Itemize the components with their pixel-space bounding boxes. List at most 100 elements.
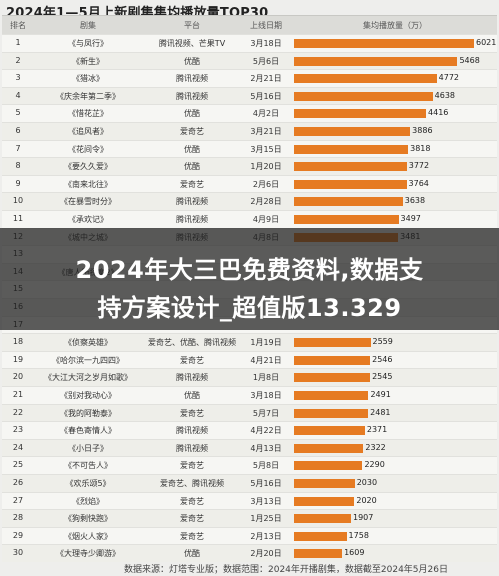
date-cell: 1月20日 [250,162,282,172]
value-bar [294,443,364,453]
value-bar [294,197,403,207]
value-label: 2371 [366,425,388,435]
table-row: 5 《惜花芷》 优酷 4月2日 4416 [2,104,497,122]
value-label: 2322 [365,442,386,452]
rank-cell: 7 [15,143,21,153]
rank-cell: 8 [15,161,21,171]
value-bar [294,373,371,383]
value-bar [294,144,409,154]
date-cell: 5月8日 [252,461,280,471]
value-label: 2491 [370,390,391,399]
rank-cell: 30 [12,548,24,558]
title-cell: 《春色寄情人》 [60,426,116,436]
title-cell: 《欢乐颂5》 [65,479,111,488]
value-label: 2020 [356,495,377,505]
title-cell: 《与凤行》 [68,39,108,48]
table-row: 19 《哈尔滨一九四四》 爱奇艺 4月21日 2546 [2,350,497,369]
date-cell: 3月18日 [250,391,282,400]
value-label: 5468 [459,55,480,65]
table-row: 30 《大理寺少卿游》 优酷 2月20日 1609 [2,544,497,563]
platform-cell: 优酷 [184,144,200,154]
platform-cell: 腾讯视频、芒果TV [158,39,226,48]
rank-cell: 25 [12,460,24,470]
title-cell: 《狗剩快跑》 [64,514,112,524]
chart-footer: 数据来源：灯塔专业版；数据范围：2024年开播剧集，数据截至2024年5月26日 [124,565,448,575]
header-title: 剧集 [80,21,96,30]
table-row: 7 《花间令》 优酷 3月15日 3818 [2,139,497,158]
banner-line-2: 持方案设计_超值版13.329 [97,294,402,322]
value-bar [294,514,351,524]
table-row: 29 《烟火人家》 爱奇艺 2月13日 1758 [2,526,497,545]
date-cell: 1月19日 [250,338,282,348]
value-bar [294,461,363,471]
table-row: 28 《狗剩快跑》 爱奇艺 1月25日 1907 [2,509,497,528]
rank-cell: 22 [12,407,24,417]
date-cell: 2月28日 [250,197,282,207]
rank-cell: 21 [12,390,24,399]
table-row: 25 《不可告人》 爱奇艺 5月8日 2290 [2,456,497,474]
value-bar [294,479,355,488]
title-cell: 《南来北往》 [64,179,112,189]
platform-cell: 优酷 [184,391,200,400]
platform-cell: 腾讯视频 [176,373,208,383]
value-bar [294,56,458,66]
title-cell: 《大理寺少卿游》 [56,549,120,559]
title-cell: 《花间令》 [68,144,108,154]
header-value: 集均播放量（万） [363,21,427,30]
platform-cell: 爱奇艺 [180,531,204,541]
date-cell: 5月7日 [252,408,280,418]
table-row: 24 《小日子》 腾讯视频 4月13日 2322 [2,438,497,457]
rank-cell: 6 [15,126,21,135]
header-platform: 平台 [184,21,200,30]
platform-cell: 爱奇艺 [180,127,204,136]
rank-cell: 19 [12,354,24,364]
value-bar [294,91,433,101]
rank-cell: 23 [12,425,24,435]
rank-cell: 27 [12,495,24,505]
value-bar [294,496,355,506]
platform-cell: 爱奇艺 [180,496,204,506]
value-label: 6021 [476,38,497,47]
rank-cell: 24 [12,442,24,452]
value-bar [294,179,407,189]
value-label: 1609 [344,548,365,558]
table-row: 20 《大江大河之岁月如歌》 腾讯视频 1月8日 2545 [2,368,497,387]
title-cell: 《别对我动心》 [60,391,116,400]
date-cell: 5月16日 [250,479,282,488]
platform-cell: 爱奇艺 [180,355,204,365]
date-cell: 4月21日 [250,355,282,365]
rank-cell: 9 [15,178,21,188]
value-label: 2559 [372,337,393,347]
title-cell: 《大江大河之岁月如歌》 [44,373,132,383]
date-cell: 3月15日 [250,144,282,154]
value-bar [294,162,407,172]
date-cell: 5月16日 [250,91,282,101]
value-label: 3497 [400,214,421,223]
title-cell: 《新生》 [72,56,104,66]
table-row: 4 《庆余年第二季》 腾讯视频 5月16日 4638 [2,86,497,105]
platform-cell: 爱奇艺、优酷、腾讯视频 [148,338,236,348]
platform-cell: 爱奇艺 [180,179,204,189]
table-header: 排名 剧集 平台 上线日期 集均播放量（万） [2,16,497,34]
title-cell: 《侦察英雄》 [64,338,112,348]
platform-cell: 优酷 [184,56,200,66]
value-bar [294,391,369,400]
header-date: 上线日期 [250,21,282,30]
date-cell: 3月13日 [250,496,282,506]
table-row: 9 《南来北往》 爱奇艺 2月6日 3764 [2,174,497,193]
rank-cell: 2 [15,55,21,65]
title-cell: 《要久久爱》 [64,162,112,172]
rank-cell: 5 [15,108,21,118]
title-cell: 《我的阿勒泰》 [60,408,116,418]
value-bar [294,355,371,365]
table-row: 6 《追风者》 爱奇艺 3月21日 3886 [2,122,497,140]
table-row: 1 《与凤行》 腾讯视频、芒果TV 3月18日 6021 [2,34,497,52]
platform-cell: 腾讯视频 [176,426,208,436]
date-cell: 5月6日 [252,56,280,66]
value-label: 4638 [434,90,455,100]
title-cell: 《哈尔滨一九四四》 [52,355,124,365]
rank-cell: 28 [12,513,24,523]
platform-cell: 爱奇艺 [180,408,204,418]
title-cell: 《小日子》 [68,443,108,453]
date-cell: 1月8日 [252,373,280,383]
